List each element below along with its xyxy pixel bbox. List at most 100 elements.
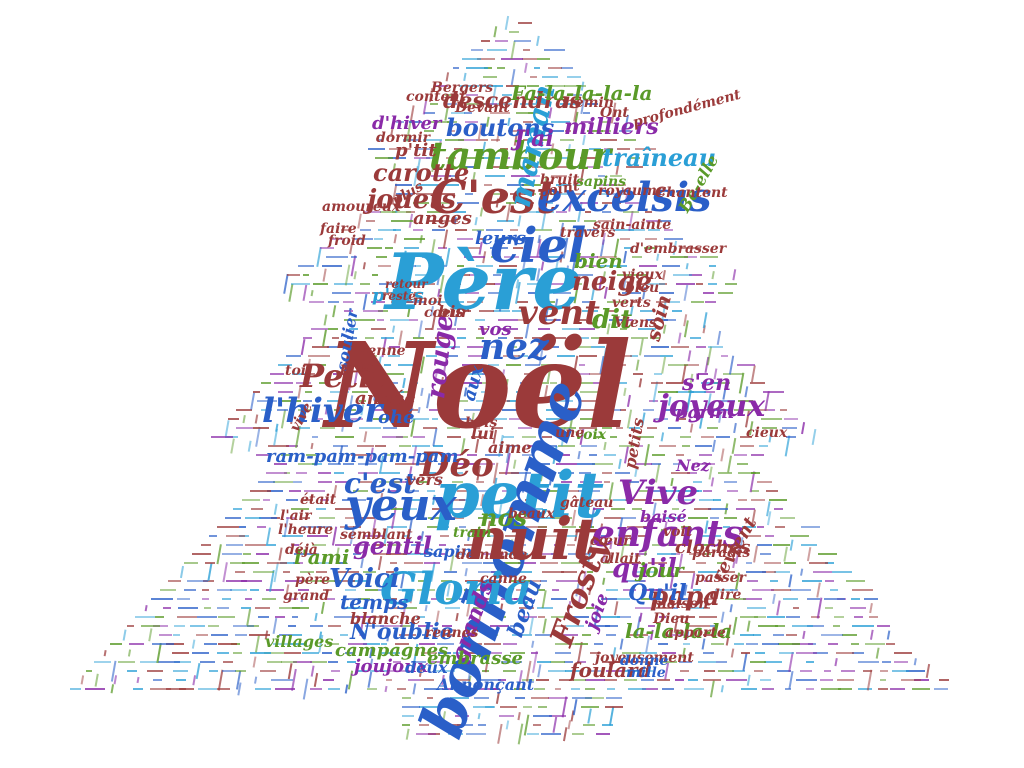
filler-texture [646,220,658,222]
filler-texture [632,301,641,303]
filler-texture [475,598,493,600]
filler-texture [499,148,509,150]
filler-texture [879,670,889,672]
filler-texture [424,328,432,330]
filler-texture [386,571,394,573]
filler-texture [523,63,528,73]
filler-texture [586,229,599,231]
filler-texture [561,562,580,564]
filler-texture [419,481,428,483]
filler-texture [354,292,371,294]
filler-texture [428,121,449,123]
filler-texture [494,40,508,42]
filler-texture [669,256,689,258]
filler-texture [374,157,394,159]
cloud-word: jour [638,558,684,582]
filler-texture [634,607,652,609]
filler-texture [478,679,501,681]
filler-texture [754,652,765,654]
filler-texture [200,544,212,546]
filler-texture [274,616,286,618]
filler-texture [678,418,687,420]
filler-texture [654,373,663,375]
filler-texture [558,679,575,681]
filler-texture [715,661,727,663]
filler-texture [638,378,642,388]
filler-texture [488,418,507,420]
filler-texture [443,355,459,357]
filler-texture [576,274,593,276]
filler-texture [695,562,707,564]
cloud-word: joyeusement [595,650,694,666]
filler-texture [422,634,432,636]
filler-texture [538,616,546,618]
filler-texture [217,616,236,618]
filler-texture [414,346,432,348]
filler-texture [425,355,437,357]
filler-texture [680,436,691,438]
filler-texture [527,400,539,402]
filler-texture [572,499,580,501]
filler-texture [365,625,385,627]
filler-texture [785,616,801,618]
filler-texture [85,670,93,672]
filler-texture [447,301,464,303]
filler-texture [518,616,537,618]
filler-texture [140,661,157,663]
filler-texture [457,706,464,708]
filler-texture [641,679,654,681]
filler-texture [416,589,435,591]
filler-texture [702,652,715,654]
filler-texture [703,634,713,636]
filler-texture [229,562,245,564]
filler-texture [196,616,217,618]
filler-texture [531,697,550,699]
filler-texture [717,472,733,474]
filler-texture [648,400,659,402]
filler-texture [334,283,353,285]
filler-texture [372,292,393,294]
filler-texture [395,184,412,186]
filler-texture [811,616,820,618]
filler-texture [837,688,852,690]
filler-texture [549,661,566,663]
filler-texture [609,706,615,726]
filler-texture [449,283,462,285]
filler-texture [623,250,628,264]
filler-texture [546,418,567,420]
filler-texture [375,445,386,447]
filler-texture [622,211,639,213]
filler-texture [635,148,657,150]
filler-texture [257,481,276,483]
filler-texture [452,481,463,483]
cloud-word: bruit [540,172,580,188]
filler-texture [517,711,521,721]
filler-texture [664,490,683,492]
filler-texture [504,16,509,30]
cloud-word: semblant [340,527,413,543]
filler-texture [484,184,492,186]
filler-texture [255,427,261,447]
cloud-word: vieux [622,267,663,283]
filler-texture [277,391,294,393]
filler-texture [740,634,755,636]
filler-texture [708,346,724,348]
filler-texture [766,490,779,492]
filler-texture [310,289,314,297]
cloud-word: d'embrasser [630,241,727,257]
filler-texture [722,373,743,375]
filler-texture [750,661,767,663]
filler-texture [502,490,522,492]
filler-texture [304,490,325,492]
filler-texture [313,672,318,688]
filler-texture [258,517,277,519]
filler-texture [527,580,541,582]
filler-texture [406,517,414,519]
filler-texture [359,427,381,429]
filler-texture [592,463,614,465]
filler-texture [256,553,270,555]
filler-texture [398,400,408,402]
filler-texture [576,463,596,465]
filler-texture [222,598,232,600]
filler-texture [411,661,426,663]
